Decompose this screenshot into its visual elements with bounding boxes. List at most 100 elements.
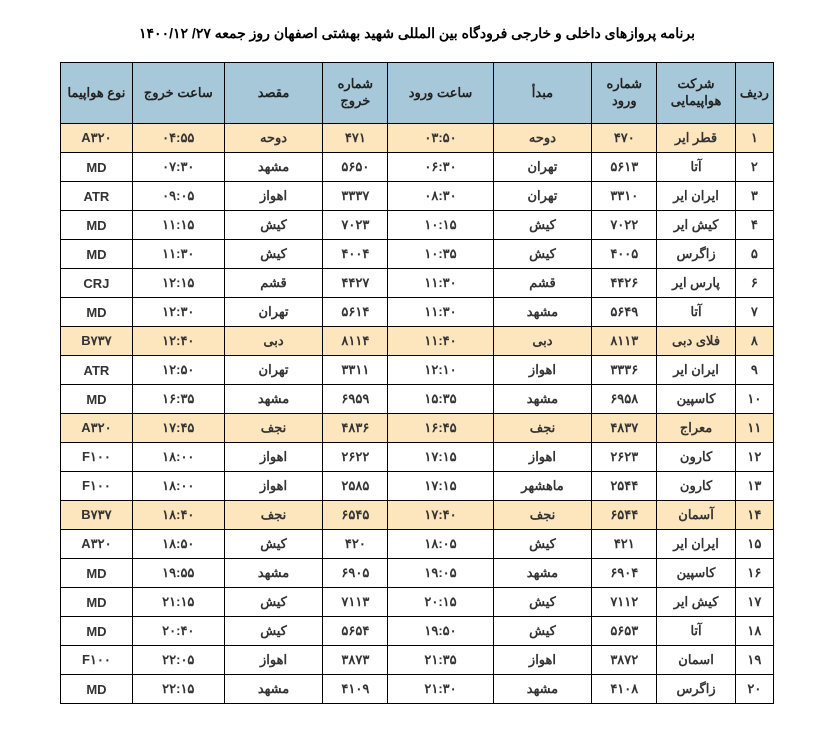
cell-airline: فلای دبی — [657, 327, 735, 356]
table-row: ۳ایران ایر۳۳۱۰تهران۰۸:۳۰۳۳۳۷اهواز۰۹:۰۵AT… — [61, 182, 774, 211]
cell-in-time: ۰۶:۳۰ — [388, 153, 493, 182]
cell-airline: کیش ایر — [657, 211, 735, 240]
cell-airline: کارون — [657, 443, 735, 472]
cell-out-time: ۰۹:۰۵ — [132, 182, 224, 211]
cell-dest: کیش — [224, 240, 323, 269]
table-row: ۲آتا۵۶۱۳تهران۰۶:۳۰۵۶۵۰مشهد۰۷:۳۰MD — [61, 153, 774, 182]
cell-in-no: ۳۳۳۶ — [592, 356, 657, 385]
table-row: ۱۸آتا۵۶۵۳کیش۱۹:۵۰۵۶۵۴کیش۲۰:۴۰MD — [61, 617, 774, 646]
table-row: ۶پارس ایر۴۴۲۶قشم۱۱:۳۰۴۴۲۷قشم۱۲:۱۵CRJ — [61, 269, 774, 298]
cell-in-time: ۱۰:۳۵ — [388, 240, 493, 269]
cell-airline: کاسپین — [657, 559, 735, 588]
cell-out-time: ۲۲:۰۵ — [132, 646, 224, 675]
cell-row-number: ۱۹ — [735, 646, 773, 675]
cell-out-no: ۶۹۰۵ — [323, 559, 388, 588]
cell-in-no: ۴۸۳۷ — [592, 414, 657, 443]
table-row: ۵زاگرس۴۰۰۵کیش۱۰:۳۵۴۰۰۴کیش۱۱:۳۰MD — [61, 240, 774, 269]
cell-origin: کیش — [493, 530, 592, 559]
cell-airline: آسمان — [657, 501, 735, 530]
cell-dest: نجف — [224, 414, 323, 443]
cell-row-number: ۱۳ — [735, 472, 773, 501]
cell-airline: زاگرس — [657, 675, 735, 704]
cell-origin: کیش — [493, 240, 592, 269]
cell-in-no: ۳۸۷۲ — [592, 646, 657, 675]
cell-out-no: ۵۶۵۰ — [323, 153, 388, 182]
cell-in-time: ۱۰:۱۵ — [388, 211, 493, 240]
table-row: ۲۰زاگرس۴۱۰۸مشهد۲۱:۳۰۴۱۰۹مشهد۲۲:۱۵MD — [61, 675, 774, 704]
cell-row-number: ۲ — [735, 153, 773, 182]
cell-row-number: ۱۰ — [735, 385, 773, 414]
cell-aircraft: MD — [61, 153, 133, 182]
cell-dest: تهران — [224, 298, 323, 327]
cell-dest: مشهد — [224, 559, 323, 588]
cell-in-time: ۱۱:۳۰ — [388, 298, 493, 327]
page: برنامه پروازهای داخلی و خارجی فرودگاه بی… — [0, 0, 834, 745]
cell-in-no: ۴۴۲۶ — [592, 269, 657, 298]
table-row: ۱۱معراج۴۸۳۷نجف۱۶:۴۵۴۸۳۶نجف۱۷:۴۵A۳۲۰ — [61, 414, 774, 443]
cell-origin: اهواز — [493, 443, 592, 472]
cell-row-number: ۳ — [735, 182, 773, 211]
cell-row-number: ۸ — [735, 327, 773, 356]
col-origin: مبدأ — [493, 63, 592, 124]
table-row: ۷آتا۵۶۴۹مشهد۱۱:۳۰۵۶۱۴تهران۱۲:۳۰MD — [61, 298, 774, 327]
col-out-time: ساعت خروج — [132, 63, 224, 124]
cell-out-time: ۱۱:۱۵ — [132, 211, 224, 240]
cell-out-no: ۶۵۴۵ — [323, 501, 388, 530]
cell-aircraft: ATR — [61, 182, 133, 211]
cell-in-time: ۱۱:۴۰ — [388, 327, 493, 356]
cell-aircraft: F۱۰۰ — [61, 443, 133, 472]
cell-row-number: ۱۵ — [735, 530, 773, 559]
cell-dest: مشهد — [224, 385, 323, 414]
cell-in-no: ۲۶۲۳ — [592, 443, 657, 472]
cell-in-no: ۴۲۱ — [592, 530, 657, 559]
cell-origin: دوحه — [493, 124, 592, 153]
cell-dest: نجف — [224, 501, 323, 530]
cell-origin: ماهشهر — [493, 472, 592, 501]
cell-in-time: ۱۵:۳۵ — [388, 385, 493, 414]
cell-aircraft: CRJ — [61, 269, 133, 298]
cell-in-no: ۳۳۱۰ — [592, 182, 657, 211]
table-row: ۱قطر ایر۴۷۰دوحه۰۳:۵۰۴۷۱دوحه۰۴:۵۵A۳۲۰ — [61, 124, 774, 153]
cell-aircraft: A۳۲۰ — [61, 124, 133, 153]
cell-origin: کیش — [493, 617, 592, 646]
cell-out-time: ۰۴:۵۵ — [132, 124, 224, 153]
cell-aircraft: F۱۰۰ — [61, 646, 133, 675]
cell-dest: کیش — [224, 617, 323, 646]
cell-row-number: ۷ — [735, 298, 773, 327]
cell-out-time: ۱۷:۴۵ — [132, 414, 224, 443]
cell-in-time: ۲۱:۳۵ — [388, 646, 493, 675]
cell-in-time: ۱۷:۴۰ — [388, 501, 493, 530]
cell-dest: کیش — [224, 530, 323, 559]
cell-dest: مشهد — [224, 675, 323, 704]
table-row: ۱۰کاسپین۶۹۵۸مشهد۱۵:۳۵۶۹۵۹مشهد۱۶:۳۵MD — [61, 385, 774, 414]
cell-in-no: ۲۵۴۴ — [592, 472, 657, 501]
cell-airline: آتا — [657, 153, 735, 182]
cell-out-time: ۱۲:۱۵ — [132, 269, 224, 298]
cell-out-time: ۱۲:۳۰ — [132, 298, 224, 327]
table-row: ۱۴آسمان۶۵۴۴نجف۱۷:۴۰۶۵۴۵نجف۱۸:۴۰B۷۳۷ — [61, 501, 774, 530]
cell-in-time: ۱۷:۱۵ — [388, 472, 493, 501]
cell-out-time: ۲۱:۱۵ — [132, 588, 224, 617]
table-row: ۱۶کاسپین۶۹۰۴مشهد۱۹:۰۵۶۹۰۵مشهد۱۹:۵۵MD — [61, 559, 774, 588]
cell-origin: اهواز — [493, 646, 592, 675]
page-title: برنامه پروازهای داخلی و خارجی فرودگاه بی… — [60, 25, 774, 42]
cell-airline: معراج — [657, 414, 735, 443]
cell-aircraft: MD — [61, 588, 133, 617]
cell-in-time: ۲۱:۳۰ — [388, 675, 493, 704]
cell-out-no: ۲۵۸۵ — [323, 472, 388, 501]
cell-aircraft: F۱۰۰ — [61, 472, 133, 501]
cell-dest: اهواز — [224, 182, 323, 211]
cell-in-no: ۶۵۴۴ — [592, 501, 657, 530]
cell-aircraft: ATR — [61, 356, 133, 385]
cell-aircraft: A۳۲۰ — [61, 414, 133, 443]
cell-out-time: ۱۲:۵۰ — [132, 356, 224, 385]
cell-out-no: ۸۱۱۴ — [323, 327, 388, 356]
cell-airline: کاسپین — [657, 385, 735, 414]
cell-out-time: ۱۸:۰۰ — [132, 472, 224, 501]
cell-out-no: ۵۶۱۴ — [323, 298, 388, 327]
cell-dest: اهواز — [224, 646, 323, 675]
cell-in-no: ۵۶۴۹ — [592, 298, 657, 327]
cell-out-time: ۱۸:۰۰ — [132, 443, 224, 472]
cell-in-time: ۰۸:۳۰ — [388, 182, 493, 211]
cell-origin: دبی — [493, 327, 592, 356]
